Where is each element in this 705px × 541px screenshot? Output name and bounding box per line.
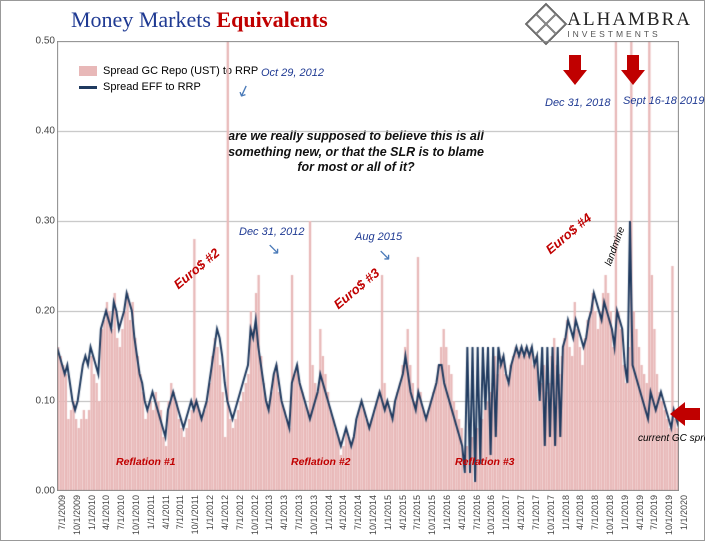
y-tick-label: 0.30 xyxy=(36,216,55,227)
x-tick-label: 10/1/2018 xyxy=(605,495,615,535)
x-tick-label: 10/1/2016 xyxy=(486,495,496,535)
chart-container: Money Markets Equivalents ALHAMBRA INVES… xyxy=(0,0,705,541)
x-tick-label: 10/1/2010 xyxy=(131,495,141,535)
x-tick-label: 1/1/2018 xyxy=(561,495,571,530)
x-tick-label: 4/1/2019 xyxy=(635,495,645,530)
x-tick-label: 7/1/2017 xyxy=(531,495,541,530)
x-tick-label: 7/1/2011 xyxy=(175,495,185,529)
y-tick-label: 0.50 xyxy=(36,36,55,47)
x-tick-label: 1/1/2010 xyxy=(87,495,97,530)
x-tick-label: 10/1/2009 xyxy=(72,495,82,535)
x-tick-label: 1/1/2017 xyxy=(501,495,511,530)
x-tick-label: 1/1/2016 xyxy=(442,495,452,530)
title-part2: Equivalents xyxy=(216,7,327,32)
alhambra-logo: ALHAMBRA INVESTMENTS xyxy=(531,9,692,39)
chart-title: Money Markets Equivalents xyxy=(71,7,328,33)
x-tick-label: 4/1/2018 xyxy=(575,495,585,530)
x-tick-label: 7/1/2010 xyxy=(116,495,126,530)
x-tick-label: 7/1/2018 xyxy=(590,495,600,530)
annot-current: current GC spread xyxy=(638,433,686,444)
x-tick-label: 1/1/2020 xyxy=(679,495,689,530)
x-tick-label: 1/1/2013 xyxy=(264,495,274,530)
x-tick-label: 7/1/2016 xyxy=(472,495,482,530)
y-tick-label: 0.20 xyxy=(36,306,55,317)
x-tick-label: 1/1/2014 xyxy=(324,495,334,530)
annot-sept2019: Sept 16-18 2019 xyxy=(623,95,704,107)
annot-aug2015: Aug 2015 xyxy=(355,231,402,243)
annot-dec2018: Dec 31, 2018 xyxy=(545,97,610,109)
x-tick-label: 4/1/2011 xyxy=(161,495,171,529)
y-tick-label: 0.10 xyxy=(36,396,55,407)
title-part1: Money Markets xyxy=(71,7,211,32)
y-tick-label: 0.40 xyxy=(36,126,55,137)
x-tick-label: 7/1/2014 xyxy=(353,495,363,530)
x-tick-label: 4/1/2016 xyxy=(457,495,467,530)
x-tick-label: 1/1/2012 xyxy=(205,495,215,530)
x-tick-label: 7/1/2012 xyxy=(235,495,245,530)
x-axis: 7/1/2009 10/1/2009 1/1/2010 4/1/2010 7/1/201… xyxy=(57,493,679,539)
x-tick-label: 10/1/2012 xyxy=(250,495,260,535)
x-tick-label: 7/1/2015 xyxy=(412,495,422,530)
arrow-icon: ↘ xyxy=(267,239,280,259)
annot-dec2012: Dec 31, 2012 xyxy=(239,226,304,238)
x-tick-label: 10/1/2014 xyxy=(368,495,378,535)
annot-ref2: Reflation #2 xyxy=(291,456,351,468)
arrow-icon: ↘ xyxy=(378,245,391,265)
x-tick-label: 4/1/2012 xyxy=(220,495,230,530)
annot-oct2012: Oct 29, 2012 xyxy=(261,67,324,79)
logo-mark-icon xyxy=(525,3,567,45)
x-tick-label: 1/1/2011 xyxy=(146,495,156,529)
x-tick-label: 10/1/2013 xyxy=(309,495,319,535)
x-tick-label: 1/1/2019 xyxy=(620,495,630,530)
x-tick-label: 10/1/2019 xyxy=(664,495,674,535)
x-tick-label: 4/1/2010 xyxy=(101,495,111,530)
x-tick-label: 7/1/2013 xyxy=(294,495,304,530)
y-axis: 0.000.100.200.300.400.50 xyxy=(21,41,55,491)
x-tick-label: 7/1/2009 xyxy=(57,495,67,530)
x-tick-label: 10/1/2015 xyxy=(427,495,437,535)
logo-name: ALHAMBRA xyxy=(567,9,692,31)
x-tick-label: 1/1/2015 xyxy=(383,495,393,530)
x-tick-label: 4/1/2013 xyxy=(279,495,289,530)
x-tick-label: 10/1/2011 xyxy=(190,495,200,534)
x-tick-label: 4/1/2017 xyxy=(516,495,526,530)
x-tick-label: 10/1/2017 xyxy=(546,495,556,535)
y-tick-label: 0.00 xyxy=(36,486,55,497)
annot-ref1: Reflation #1 xyxy=(116,456,176,468)
annot-ref3: Reflation #3 xyxy=(455,456,515,468)
x-tick-label: 4/1/2014 xyxy=(338,495,348,530)
x-tick-label: 4/1/2015 xyxy=(398,495,408,530)
x-tick-label: 7/1/2019 xyxy=(649,495,659,530)
